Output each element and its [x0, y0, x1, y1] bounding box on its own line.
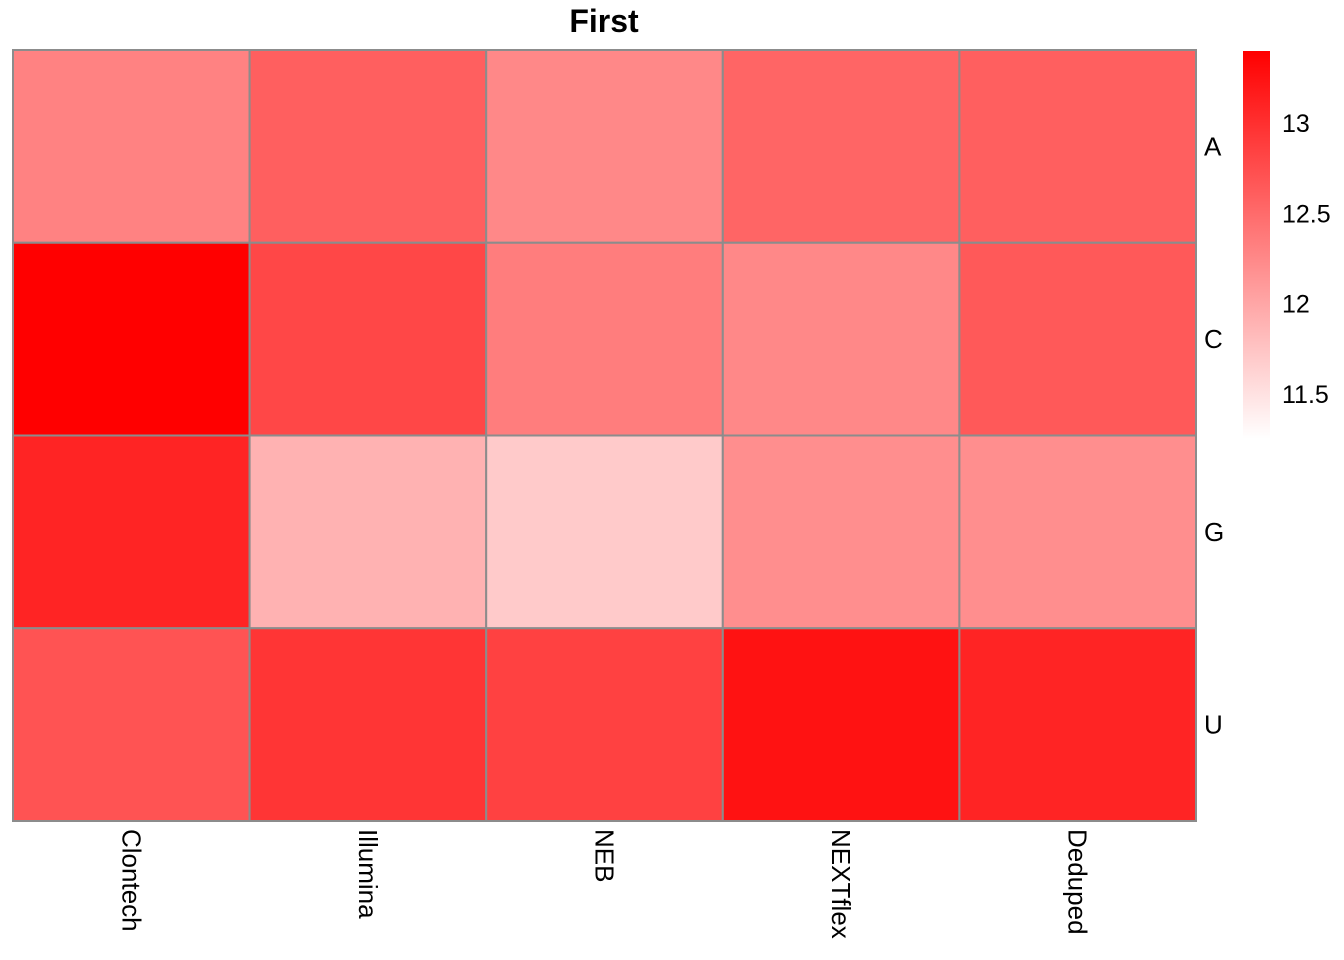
- heatmap-cell-C-NEB: [485, 241, 724, 437]
- color-legend-bar: [1243, 51, 1270, 439]
- color-legend-ticks: 13 12.5 12 11.5: [1282, 110, 1331, 409]
- heatmap-cell-C-NEXTflex: [721, 241, 961, 437]
- heatmap-cell-A-Illumina: [248, 49, 488, 244]
- heatmap-cell-G-Deduped: [958, 434, 1198, 630]
- heatmap-cell-A-Clontech: [12, 49, 251, 244]
- heatmap-cell-G-Illumina: [248, 434, 488, 630]
- column-label: NEB: [590, 829, 620, 882]
- heatmap-cell-U-Deduped: [958, 627, 1198, 822]
- column-label: Illumina: [353, 829, 383, 919]
- heatmap-cell-G-Clontech: [12, 434, 251, 630]
- color-legend-tick-label: 12.5: [1282, 200, 1331, 228]
- color-legend: 13 12.5 12 11.5: [1243, 51, 1331, 439]
- row-label: C: [1204, 324, 1223, 354]
- heatmap-cell-U-Clontech: [12, 627, 251, 822]
- heatmap-cell-G-NEXTflex: [721, 434, 961, 630]
- heatmap-cell-A-NEB: [485, 49, 724, 244]
- heatmap-cell-A-Deduped: [958, 49, 1198, 244]
- heatmap-cell-U-NEXTflex: [721, 627, 961, 822]
- row-label: G: [1204, 517, 1224, 547]
- heatmap-cell-U-NEB: [485, 627, 724, 822]
- row-labels: A C G U: [1204, 131, 1224, 739]
- color-legend-tick-label: 13: [1282, 110, 1310, 138]
- heatmap-cells: [12, 49, 1198, 822]
- heatmap-cell-A-NEXTflex: [721, 49, 961, 244]
- color-legend-tick-label: 12: [1282, 291, 1310, 319]
- heatmap-cell-C-Illumina: [248, 241, 488, 437]
- heatmap-cell-C-Clontech: [12, 241, 251, 437]
- row-label: U: [1204, 710, 1223, 740]
- row-label: A: [1204, 131, 1222, 161]
- column-label: NEXTflex: [826, 829, 856, 939]
- heatmap-cell-C-Deduped: [958, 241, 1198, 437]
- column-label: Deduped: [1063, 829, 1093, 935]
- heatmap-cell-U-Illumina: [248, 627, 488, 822]
- chart-title: First: [569, 3, 639, 39]
- column-label: Clontech: [116, 829, 146, 932]
- color-legend-tick-label: 11.5: [1282, 381, 1329, 409]
- column-labels: Clontech Illumina NEB NEXTflex Deduped: [116, 829, 1092, 939]
- heatmap-cell-G-NEB: [485, 434, 724, 630]
